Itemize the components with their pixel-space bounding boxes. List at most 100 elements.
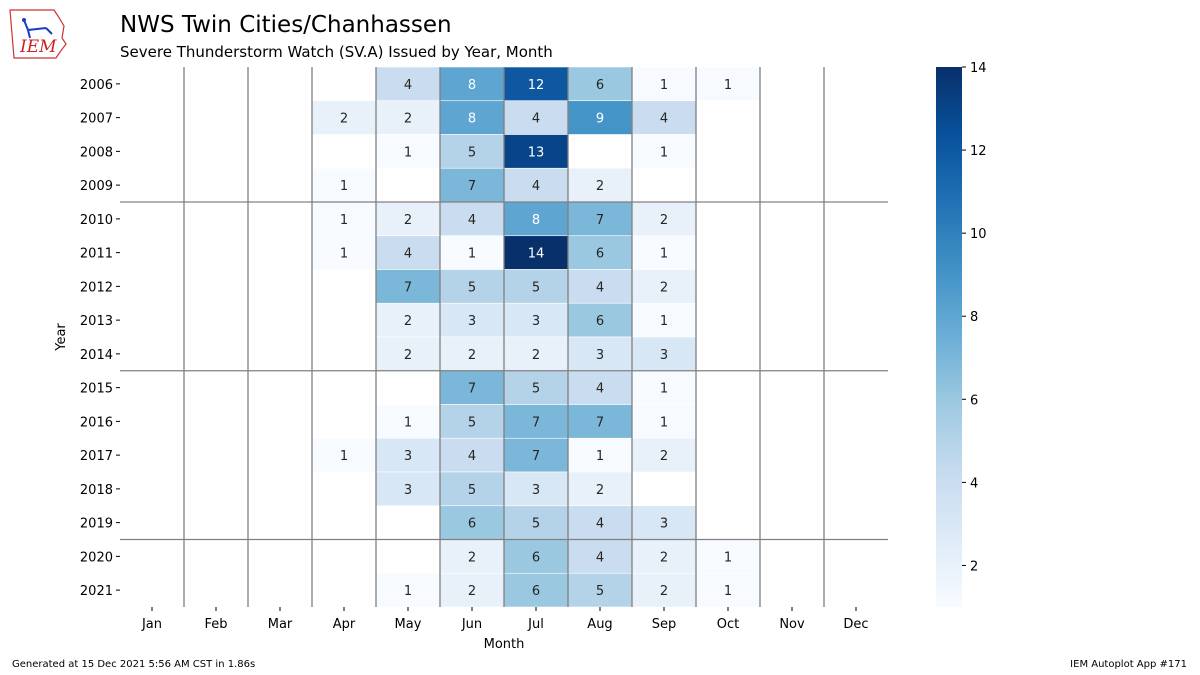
cell-value-label: 2 [404,112,412,127]
cell-value-label: 4 [596,550,604,565]
cell-value-label: 8 [468,112,476,127]
heatmap-cell [375,134,441,169]
cell-value-label: 1 [724,550,732,565]
cell-value-label: 1 [660,78,668,93]
cell-value-label: 8 [468,78,476,93]
heatmap-cell [503,269,569,304]
y-tick-label: 2009 [80,179,113,194]
cell-value-label: 2 [468,584,476,599]
x-tick-label: Jul [527,617,544,632]
y-tick-label: 2015 [80,382,113,397]
cell-value-label: 1 [660,382,668,397]
heatmap-cell [567,505,633,540]
x-tick-label: Nov [779,617,805,632]
cell-value-label: 2 [660,550,668,565]
cell-value-label: 7 [532,415,540,430]
heatmap-cell [503,201,569,237]
cell-value-label: 7 [596,213,604,228]
x-tick-label: Dec [843,617,868,632]
x-tick-label: Apr [333,617,356,632]
cell-value-label: 4 [532,112,540,127]
heatmap-cell [631,572,697,608]
colorbar-tick-label: 8 [970,310,978,325]
heatmap-cell [439,66,505,102]
y-tick-label: 2013 [80,314,113,329]
heatmap-cell [375,404,441,439]
heatmap-cell [311,437,377,473]
heatmap-cell [567,167,633,203]
cell-value-label: 9 [596,112,604,127]
heatmap-cell [439,572,505,608]
cell-value-label: 4 [660,112,668,127]
cell-value-label: 4 [596,280,604,295]
cell-value-label: 7 [532,449,540,464]
cell-value-label: 2 [660,584,668,599]
cell-value-label: 6 [532,584,540,599]
cell-value-label: 2 [404,348,412,363]
heatmap-cell [375,269,441,304]
cell-value-label: 4 [468,213,476,228]
y-tick-label: 2020 [80,550,113,565]
cell-value-label: 3 [660,517,668,532]
x-tick-label: Feb [204,617,227,632]
chart-subtitle: Severe Thunderstorm Watch (SV.A) Issued … [120,43,553,61]
y-tick-label: 2007 [80,112,113,127]
heatmap-cell [375,66,441,102]
heatmap-cell [439,370,505,405]
cell-value-label: 1 [404,145,412,160]
cell-value-label: 7 [468,179,476,194]
colorbar-tick-label: 6 [970,393,978,408]
heatmap-cell [567,302,633,338]
cell-value-label: 6 [468,517,476,532]
y-tick-label: 2012 [80,280,113,295]
cell-value-label: 12 [528,78,545,93]
cell-value-label: 1 [340,213,348,228]
x-tick-label: Mar [268,617,293,632]
heatmap-cell [439,167,505,203]
cell-value-label: 1 [660,247,668,262]
iem-logo: IEM [9,9,67,59]
y-tick-label: 2006 [80,78,113,93]
heatmap-cell [631,100,697,135]
cell-value-label: 3 [532,483,540,498]
y-tick-label: 2016 [80,415,113,430]
x-tick-label: Oct [717,617,739,632]
x-tick-label: Jun [461,617,482,632]
cell-value-label: 1 [660,314,668,329]
heatmap-cell [439,505,505,540]
colorbar-tick-label: 10 [970,227,987,242]
cell-value-label: 5 [532,382,540,397]
cell-value-label: 4 [596,382,604,397]
colorbar [936,67,962,607]
cell-value-label: 14 [528,247,545,262]
cell-value-label: 8 [532,213,540,228]
heatmap-cell [439,201,505,237]
cell-value-label: 1 [340,449,348,464]
cell-value-label: 2 [596,483,604,498]
cell-value-label: 3 [404,483,412,498]
cell-value-label: 5 [468,415,476,430]
cell-value-label: 5 [596,584,604,599]
cell-value-label: 4 [532,179,540,194]
heatmap-cell [311,167,377,203]
heatmap-cell [439,100,505,135]
heatmap-cell [631,269,697,304]
heatmap-cell [375,201,441,237]
y-tick-label: 2008 [80,145,113,160]
generated-timestamp: Generated at 15 Dec 2021 5:56 AM CST in … [12,659,256,670]
cell-value-label: 7 [404,280,412,295]
heatmap-cell [503,437,569,473]
cell-value-label: 6 [596,247,604,262]
heatmap-cell [567,404,633,439]
cell-value-label: 1 [404,584,412,599]
heatmap-cell [503,100,569,135]
heatmap-cell [439,336,505,372]
cell-value-label: 7 [468,382,476,397]
cell-value-label: 5 [532,280,540,295]
cell-value-label: 2 [660,280,668,295]
cell-value-label: 1 [596,449,604,464]
cell-value-label: 5 [532,517,540,532]
heatmap-cell [567,269,633,304]
heatmap-cell [439,235,505,270]
